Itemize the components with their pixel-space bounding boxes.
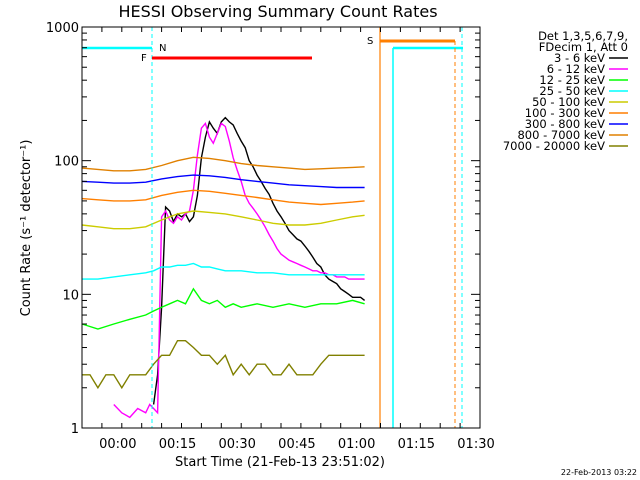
x-tick-label-1: 00:15 xyxy=(159,437,196,452)
legend-label-8: 7000 - 20000 keV xyxy=(503,139,605,153)
y-tick-label-1: 10 xyxy=(62,288,79,303)
legend-entry-8: 7000 - 20000 keV xyxy=(503,139,628,153)
event-markers: N F S xyxy=(82,27,463,428)
series-line-8 xyxy=(82,340,365,390)
legend-entry-6: 300 - 800 keV xyxy=(525,117,628,131)
series-line-3 xyxy=(82,262,365,280)
y-tick-label-2: 100 xyxy=(54,155,79,170)
y-tick-label-0: 1 xyxy=(71,422,79,437)
night-marker-label: N xyxy=(159,43,166,54)
series-line-1 xyxy=(113,121,365,419)
legend-header-1: FDecim 1, Att 0 xyxy=(539,40,628,54)
legend-label-6: 300 - 800 keV xyxy=(525,117,605,131)
series-line-2 xyxy=(81,287,365,330)
series-line-5 xyxy=(81,189,365,206)
legend-entry-1: 6 - 12 keV xyxy=(547,62,628,76)
legend-label-4: 50 - 100 keV xyxy=(532,95,605,109)
flare-marker-label: F xyxy=(141,53,147,64)
chart-title: HESSI Observing Summary Count Rates xyxy=(118,2,437,21)
legend-label-0: 3 - 6 keV xyxy=(554,51,605,65)
series-line-7 xyxy=(81,156,365,172)
y-axis-label: Count Rate (s⁻¹ detector⁻¹) xyxy=(19,140,34,317)
footer-timestamp: 22-Feb-2013 03:22 xyxy=(561,468,637,477)
x-tick-label-4: 01:00 xyxy=(338,437,375,452)
legend-entry-7: 800 - 7000 keV xyxy=(517,128,628,142)
series-layer xyxy=(81,116,366,419)
x-tick-label-3: 00:45 xyxy=(278,437,315,452)
x-tick-label-0: 00:00 xyxy=(99,437,136,452)
legend-entry-2: 12 - 25 keV xyxy=(539,73,628,87)
legend-label-3: 25 - 50 keV xyxy=(539,84,605,98)
legend-label-5: 100 - 300 keV xyxy=(525,106,605,120)
legend-label-2: 12 - 25 keV xyxy=(539,73,605,87)
legend: Det 1,3,5,6,7,9,FDecim 1, Att 03 - 6 keV… xyxy=(503,29,628,153)
x-tick-label-2: 00:30 xyxy=(218,437,255,452)
y-axis: 1 10 100 1000 xyxy=(46,21,480,437)
series-line-6 xyxy=(81,174,365,189)
legend-label-1: 6 - 12 keV xyxy=(547,62,605,76)
x-tick-label-5: 01:15 xyxy=(398,437,435,452)
legend-header-0: Det 1,3,5,6,7,9, xyxy=(538,29,628,43)
legend-entry-0: 3 - 6 keV xyxy=(554,51,628,65)
saa-marker-label: S xyxy=(367,36,373,47)
legend-entry-5: 100 - 300 keV xyxy=(525,106,628,120)
y-tick-label-3: 1000 xyxy=(46,21,79,36)
x-axis: 00:00 00:15 00:30 00:45 01:00 01:15 01:30 xyxy=(81,27,495,452)
series-line-4 xyxy=(81,210,365,230)
x-axis-label: Start Time (21-Feb-13 23:51:02) xyxy=(175,455,385,470)
plot-area: N F S 1 10 100 1000 00:00 00:15 00:30 00:45 01:00… xyxy=(46,21,495,452)
series-line-0 xyxy=(152,116,366,405)
legend-entry-3: 25 - 50 keV xyxy=(539,84,628,98)
x-tick-label-6: 01:30 xyxy=(457,437,494,452)
legend-label-7: 800 - 7000 keV xyxy=(517,128,605,142)
legend-entry-4: 50 - 100 keV xyxy=(532,95,628,109)
